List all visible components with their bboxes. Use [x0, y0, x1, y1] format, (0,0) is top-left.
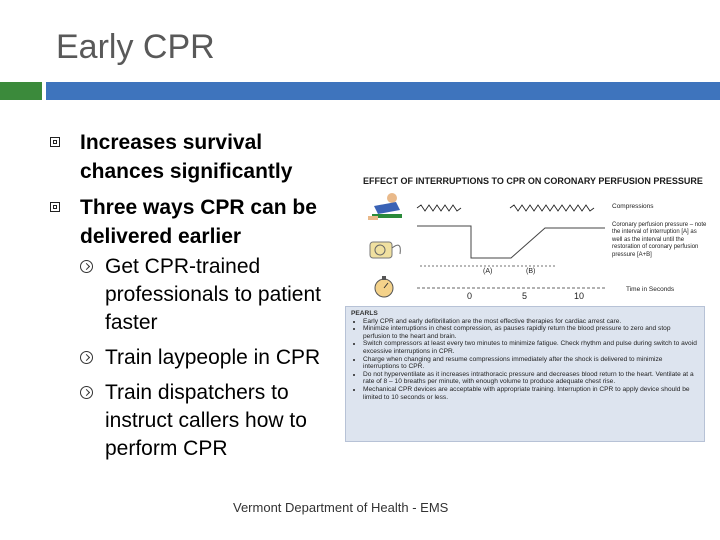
circle-chevron-icon: [80, 351, 93, 364]
compressions-wave: [416, 204, 462, 212]
time-tick: 0: [467, 291, 473, 301]
pearl-item: Do not hyperventilate as it increases in…: [363, 371, 699, 386]
sub-bullet-text: Train dispatchers to instruct callers ho…: [105, 381, 307, 460]
stopwatch-icon: [374, 276, 394, 298]
bullet-text: Increases survival chances significantly: [80, 131, 293, 183]
pearls-list: Early CPR and early defibrillation are t…: [351, 318, 699, 402]
time-axis-label: Time in Seconds: [626, 286, 675, 293]
figure-title: EFFECT OF INTERRUPTIONS TO CPR ON CORONA…: [363, 176, 703, 186]
circle-chevron-icon: [80, 386, 93, 399]
pearl-item: Charge when changing and resume compress…: [363, 356, 699, 371]
square-bullet-icon: [50, 137, 60, 147]
figure-icons: [368, 193, 402, 298]
perfusion-chart: [416, 204, 607, 289]
sub-bullet-item: Train laypeople in CPR: [48, 344, 348, 372]
defibrillator-icon: [369, 241, 401, 259]
pearl-item: Early CPR and early defibrillation are t…: [363, 318, 699, 326]
sub-bullet-item: Train dispatchers to instruct callers ho…: [48, 379, 348, 463]
pearls-heading: PEARLS: [351, 310, 378, 317]
compressions-label: Compressions: [612, 203, 654, 210]
bullet-text: Three ways CPR can be delivered earlier: [80, 196, 317, 248]
bullet-list: Increases survival chances significantly…: [48, 128, 348, 463]
slide-footer: Vermont Department of Health - EMS: [233, 500, 449, 515]
title-accent-blue: [46, 82, 720, 100]
time-tick: 5: [522, 291, 528, 301]
sub-bullet-text: Get CPR-trained professionals to patient…: [105, 255, 321, 334]
cpr-rescuer-icon: [368, 193, 402, 220]
bullet-item: Three ways CPR can be delivered earlier: [48, 193, 348, 251]
pearl-item: Switch compressors at least every two mi…: [363, 340, 699, 355]
square-bullet-icon: [50, 202, 60, 212]
circle-chevron-icon: [80, 260, 93, 273]
compressions-wave: [509, 204, 595, 212]
sub-bullet-item: Get CPR-trained professionals to patient…: [48, 253, 348, 337]
pearl-item: Minimize interruptions in chest compress…: [363, 325, 699, 340]
cpp-label: Coronary perfusion pressure – note the i…: [612, 222, 707, 258]
title-accent-green: [0, 82, 42, 100]
slide-title: Early CPR: [56, 28, 215, 66]
interval-b-label: (B): [526, 268, 536, 275]
bullet-item: Increases survival chances significantly: [48, 128, 348, 186]
interval-a-label: (A): [483, 268, 493, 275]
time-tick: 10: [574, 291, 585, 301]
pressure-line: [417, 225, 605, 259]
pearls-box: PEARLS Early CPR and early defibrillatio…: [345, 306, 705, 442]
sub-bullet-text: Train laypeople in CPR: [105, 346, 321, 369]
pearl-item: Mechanical CPR devices are acceptable wi…: [363, 386, 699, 401]
